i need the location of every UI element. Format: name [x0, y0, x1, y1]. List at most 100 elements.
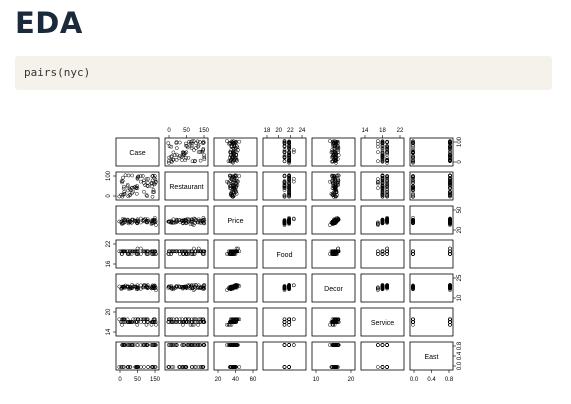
point-service-decor [335, 320, 340, 324]
point-food-case [142, 249, 146, 254]
point-case-decor [336, 145, 340, 150]
point-restaurant-price [233, 184, 238, 189]
point-east-case [145, 343, 150, 347]
top-tick-label-restaurant: 50 [183, 128, 190, 134]
point-restaurant-case [131, 189, 136, 194]
point-restaurant-case [127, 193, 132, 198]
left-tick-label-food: 22 [106, 240, 112, 247]
point-restaurant-decor [333, 176, 337, 181]
point-east-restaurant [173, 343, 177, 347]
point-service-east [411, 317, 415, 322]
point-restaurant-price [231, 174, 235, 179]
point-food-restaurant [185, 249, 190, 254]
point-price-case [154, 223, 158, 227]
point-restaurant-case [135, 176, 140, 181]
point-food-decor [331, 252, 335, 256]
point-east-case [136, 365, 141, 369]
panel-food-price [213, 239, 258, 269]
panel-east-restaurant [164, 341, 209, 371]
point-case-restaurant [187, 139, 192, 144]
point-east-decor [335, 365, 340, 369]
right-tick-label-decor: 25 [457, 274, 463, 281]
point-case-restaurant [201, 146, 206, 151]
point-service-case [150, 320, 155, 324]
point-case-east [411, 149, 415, 154]
point-price-restaurant [201, 218, 206, 223]
point-east-case [122, 365, 126, 369]
point-restaurant-case [151, 190, 155, 194]
point-restaurant-east [448, 191, 452, 195]
point-case-service [380, 155, 385, 160]
point-food-case [122, 249, 126, 254]
point-restaurant-case [142, 178, 146, 183]
point-restaurant-service [385, 184, 389, 189]
point-restaurant-service [380, 178, 385, 183]
point-restaurant-decor [329, 191, 334, 196]
panel-east-decor [311, 341, 356, 371]
point-east-restaurant [169, 343, 174, 347]
point-case-decor [331, 144, 335, 149]
point-food-case [138, 252, 143, 256]
point-east-case [146, 365, 150, 369]
top-tick-label-food: 24 [299, 128, 306, 134]
point-service-food [282, 320, 287, 324]
point-decor-service [376, 288, 380, 292]
point-case-food [291, 150, 296, 154]
panel-service-east [409, 307, 454, 337]
point-restaurant-food [287, 184, 291, 189]
point-restaurant-case [152, 190, 156, 194]
point-food-case [150, 252, 155, 256]
point-food-restaurant [173, 249, 177, 254]
point-price-east [448, 217, 452, 222]
point-food-case [130, 249, 134, 254]
point-case-restaurant [174, 152, 179, 157]
point-case-restaurant [201, 141, 205, 146]
point-food-east [448, 252, 452, 256]
point-restaurant-food [291, 176, 296, 181]
point-case-restaurant [192, 148, 196, 152]
point-restaurant-price [232, 174, 237, 178]
point-restaurant-food [287, 177, 291, 181]
point-case-east [448, 144, 452, 148]
point-service-case [138, 317, 143, 322]
bottom-tick-label-east: 0.8 [445, 377, 454, 383]
point-price-case [122, 217, 126, 222]
point-restaurant-case [150, 194, 155, 199]
point-case-restaurant [166, 141, 171, 145]
point-east-case [126, 365, 130, 369]
point-food-restaurant [171, 249, 176, 254]
top-tick-label-restaurant: 150 [199, 128, 210, 134]
point-restaurant-decor [332, 192, 337, 196]
point-case-restaurant [201, 140, 206, 145]
point-case-service [380, 153, 385, 158]
point-restaurant-case [146, 176, 151, 181]
point-food-restaurant [169, 252, 173, 256]
point-case-price [237, 139, 242, 144]
bottom-tick-label-decor: 20 [348, 377, 355, 383]
point-price-food [282, 220, 287, 225]
point-restaurant-case [129, 186, 134, 190]
point-case-restaurant [184, 156, 188, 160]
point-east-restaurant [189, 343, 194, 347]
point-case-food [287, 139, 291, 144]
point-east-decor [331, 343, 335, 347]
point-east-food [287, 365, 291, 369]
point-east-case [143, 343, 148, 347]
point-food-decor [336, 246, 340, 251]
point-price-restaurant [169, 221, 174, 225]
panel-service-price [213, 307, 258, 337]
point-decor-case [144, 285, 149, 290]
point-food-restaurant [202, 252, 207, 256]
point-restaurant-service [385, 176, 389, 181]
point-restaurant-service [385, 179, 389, 184]
point-case-restaurant [202, 157, 207, 161]
point-case-food [282, 149, 287, 154]
point-price-east [448, 222, 452, 226]
point-decor-service [380, 287, 385, 292]
point-restaurant-price [229, 191, 233, 196]
point-food-case [126, 249, 130, 254]
point-food-decor [336, 249, 340, 254]
point-decor-service [385, 284, 389, 289]
point-price-case [143, 216, 148, 221]
point-restaurant-east [448, 181, 452, 185]
